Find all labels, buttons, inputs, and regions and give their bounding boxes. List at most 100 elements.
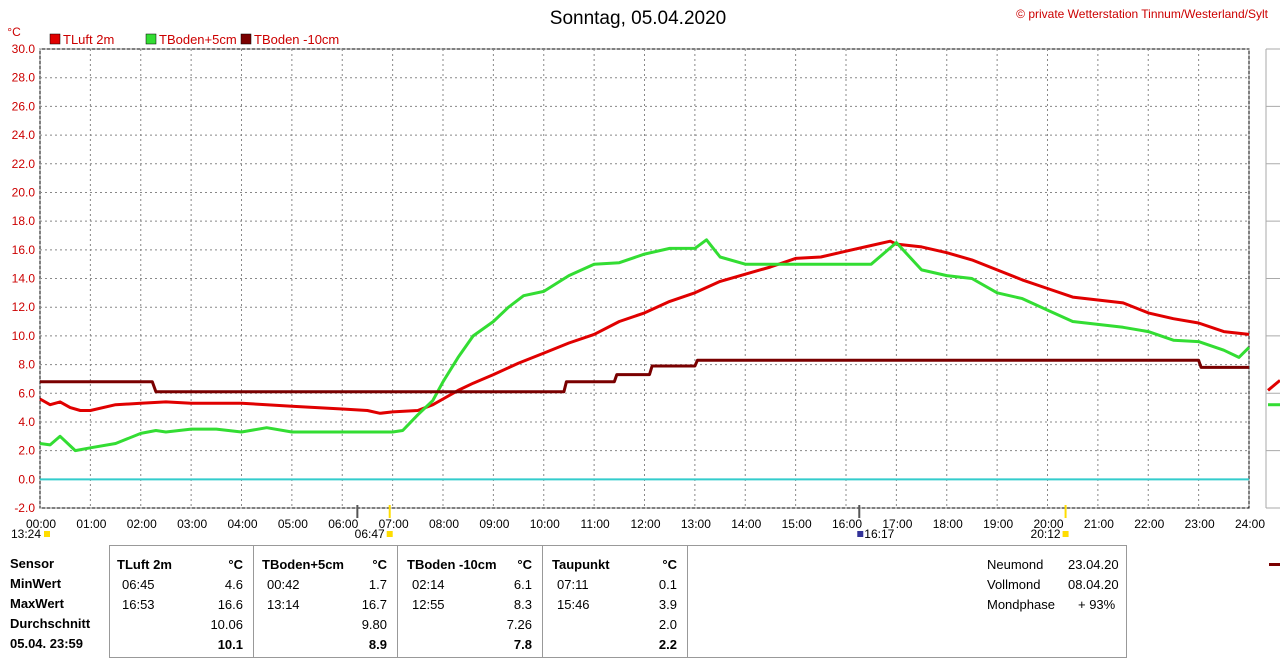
- col-unit: °C: [517, 557, 532, 572]
- row-label-avg: Durchschnitt: [10, 616, 91, 631]
- stats-col-tboden5: TBoden+5cm °C 00:42 1.7 13:14 16.7 9.80 …: [253, 545, 398, 658]
- max-time: 13:14: [267, 597, 300, 612]
- max-value: 8.3: [513, 597, 532, 612]
- vollmond-value: 08.04.20: [1068, 577, 1119, 592]
- series-line-2: [39, 238, 1251, 453]
- x-tick-label: 18:00: [933, 517, 963, 531]
- y-tick-label: 18.0: [12, 214, 36, 228]
- y-tick-label: 30.0: [12, 42, 36, 56]
- y-tick-label: 26.0: [12, 99, 36, 113]
- right-strip: [1265, 48, 1280, 509]
- x-tick-label: 16:00: [832, 517, 862, 531]
- max-time: 16:53: [122, 597, 155, 612]
- y-tick-label: 0.0: [18, 472, 35, 486]
- y-tick-label: 16.0: [12, 243, 36, 257]
- x-tick-label: 10:00: [530, 517, 560, 531]
- sun-moon-markers: 06:47 20:12 13:24 16:17: [11, 505, 1069, 541]
- chart-title: Sonntag, 05.04.2020: [550, 8, 726, 29]
- x-tick-label: 13:00: [681, 517, 711, 531]
- min-value: 1.7: [368, 577, 387, 592]
- stats-label-column: Sensor MinWert MaxWert Durchschnitt 05.0…: [0, 545, 110, 658]
- x-ticks: 00:00 01:00 02:00 03:00 04:00 05:00 06:00 07:00…: [26, 517, 1265, 531]
- y-tick-label: 2.0: [18, 444, 35, 458]
- y-tick-label: 20.0: [12, 185, 36, 199]
- col-unit: °C: [228, 557, 243, 572]
- x-tick-label: 14:00: [731, 517, 761, 531]
- min-time: 00:42: [267, 577, 300, 592]
- avg-value: 7.26: [506, 617, 532, 632]
- y-tick-label: 24.0: [12, 128, 36, 142]
- x-tick-label: 01:00: [76, 517, 106, 531]
- y-tick-label: 10.0: [12, 329, 36, 343]
- min-time: 07:11: [557, 577, 589, 592]
- y-tick-label: 8.0: [18, 358, 35, 372]
- row-label-min: MinWert: [10, 576, 62, 591]
- y-ticks: 30.0 28.0 26.0 24.0 22.0 20.0 18.0 16.0 14.0 12.0…: [12, 42, 36, 515]
- x-tick-label: 00:00: [26, 517, 56, 531]
- max-value: 16.7: [361, 597, 387, 612]
- x-tick-label: 15:00: [782, 517, 812, 531]
- max-time: 15:46: [557, 597, 590, 612]
- y-tick-label: 6.0: [18, 386, 35, 400]
- moonrise-time: 13:24: [11, 527, 41, 541]
- sunrise-icon: [386, 531, 393, 537]
- legend-swatch: [145, 33, 157, 45]
- series-line-1: [39, 239, 1250, 415]
- x-tick-label: 07:00: [379, 517, 409, 531]
- avg-value: 10.06: [210, 617, 243, 632]
- vollmond-label: Vollmond: [987, 577, 1041, 592]
- x-tick-label: 06:00: [328, 517, 358, 531]
- col-unit: °C: [372, 557, 387, 572]
- series-line-3: [40, 358, 1249, 394]
- legend: TLuft 2m TBoden+5cm TBoden -10cm: [49, 32, 339, 47]
- min-time: 02:14: [412, 577, 445, 592]
- stats-col-taupunkt: Taupunkt °C 07:11 0.1 15:46 3.9 2.0 2.2: [542, 545, 688, 658]
- col-header: TLuft 2m: [117, 557, 172, 572]
- x-tick-label: 09:00: [479, 517, 509, 531]
- credit-text: © private Wetterstation Tinnum/Westerlan…: [1016, 7, 1269, 21]
- max-time: 12:55: [412, 597, 445, 612]
- max-value: 16.6: [217, 597, 243, 612]
- legend-swatch: [49, 33, 61, 45]
- y-tick-label: -2.0: [14, 501, 35, 515]
- min-value: 4.6: [224, 577, 243, 592]
- col-unit: °C: [662, 557, 677, 572]
- sensor-header: Sensor: [10, 556, 55, 571]
- x-tick-label: 02:00: [127, 517, 157, 531]
- x-tick-label: 05:00: [278, 517, 308, 531]
- sunset-time: 20:12: [1031, 527, 1061, 541]
- legend-swatch: [240, 33, 252, 45]
- min-time: 06:45: [122, 577, 155, 592]
- sunrise-time: 06:47: [355, 527, 385, 541]
- stats-panel: Sensor MinWert MaxWert Durchschnitt 05.0…: [0, 545, 1280, 662]
- last-value: 8.9: [368, 637, 387, 652]
- last-value: 7.8: [513, 637, 532, 652]
- y-tick-label: 4.0: [18, 415, 35, 429]
- x-tick-label: 08:00: [429, 517, 459, 531]
- y-tick-label: 28.0: [12, 71, 36, 85]
- x-tick-label: 22:00: [1134, 517, 1164, 531]
- y-tick-label: 12.0: [12, 300, 36, 314]
- x-tick-label: 03:00: [177, 517, 207, 531]
- max-value: 3.9: [658, 597, 677, 612]
- row-label-last: 05.04. 23:59: [10, 636, 84, 651]
- mondphase-value: + 93%: [1078, 597, 1116, 612]
- stats-col-tluft: TLuft 2m °C 06:45 4.6 16:53 16.6 10.06 1…: [109, 545, 254, 658]
- y-tick-label: 22.0: [12, 157, 36, 171]
- legend-label: TBoden -10cm: [254, 32, 339, 47]
- mondphase-label: Mondphase: [987, 597, 1055, 612]
- col-header: TBoden+5cm: [262, 557, 344, 572]
- x-tick-label: 19:00: [983, 517, 1013, 531]
- y-tick-label: 14.0: [12, 272, 36, 286]
- right-edge-mark: [1269, 563, 1280, 566]
- min-value: 6.1: [513, 577, 532, 592]
- sunset-icon: [1062, 531, 1069, 537]
- y-axis-unit: °C: [7, 25, 21, 39]
- col-header: Taupunkt: [552, 557, 610, 572]
- strip-tluft: [1267, 379, 1280, 392]
- moonrise-icon: [44, 531, 50, 537]
- temperature-chart: Sonntag, 05.04.2020 © private Wetterstat…: [7, 7, 1280, 541]
- moonset-time: 16:17: [864, 527, 894, 541]
- avg-value: 2.0: [658, 617, 677, 632]
- x-tick-label: 21:00: [1084, 517, 1114, 531]
